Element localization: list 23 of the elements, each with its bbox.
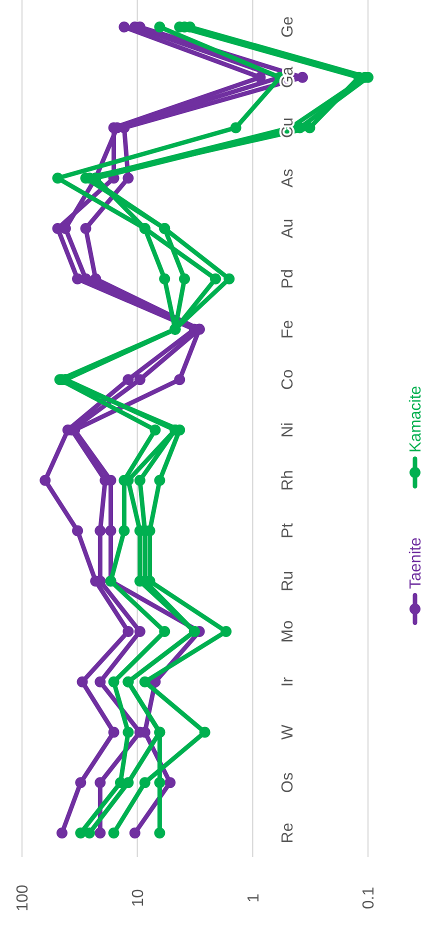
y-tick-label: Co (279, 369, 296, 390)
x-tick-label: 0.1 (360, 886, 378, 910)
y-tick-label: Au (279, 218, 296, 238)
y-tick-label: W (279, 724, 296, 740)
x-tick-label: 1 (245, 893, 262, 902)
y-tick-label: Rh (279, 470, 296, 491)
y-tick-label: Re (279, 822, 296, 844)
x-tick-label: 10 (130, 889, 147, 907)
y-tick-label: Fe (279, 320, 296, 339)
y-tick-label: Ge (279, 16, 296, 38)
y-tick-label: Cu (279, 118, 296, 138)
x-tick-label: 100 (14, 884, 32, 912)
text: Kamacite (408, 386, 425, 452)
y-tick-label: Ru (279, 570, 296, 592)
y-tick-label: Pd (279, 269, 296, 289)
y-tick-label: Ir (279, 676, 296, 687)
y-tick-label: Ni (279, 422, 296, 438)
y-tick-label: Mo (279, 620, 296, 643)
y-tick-label: As (279, 168, 296, 188)
text: Taenite (408, 537, 425, 589)
y-tick-label: Pt (279, 522, 296, 538)
y-tick-label: Os (279, 772, 296, 793)
y-tick-label: Ga (279, 66, 296, 88)
